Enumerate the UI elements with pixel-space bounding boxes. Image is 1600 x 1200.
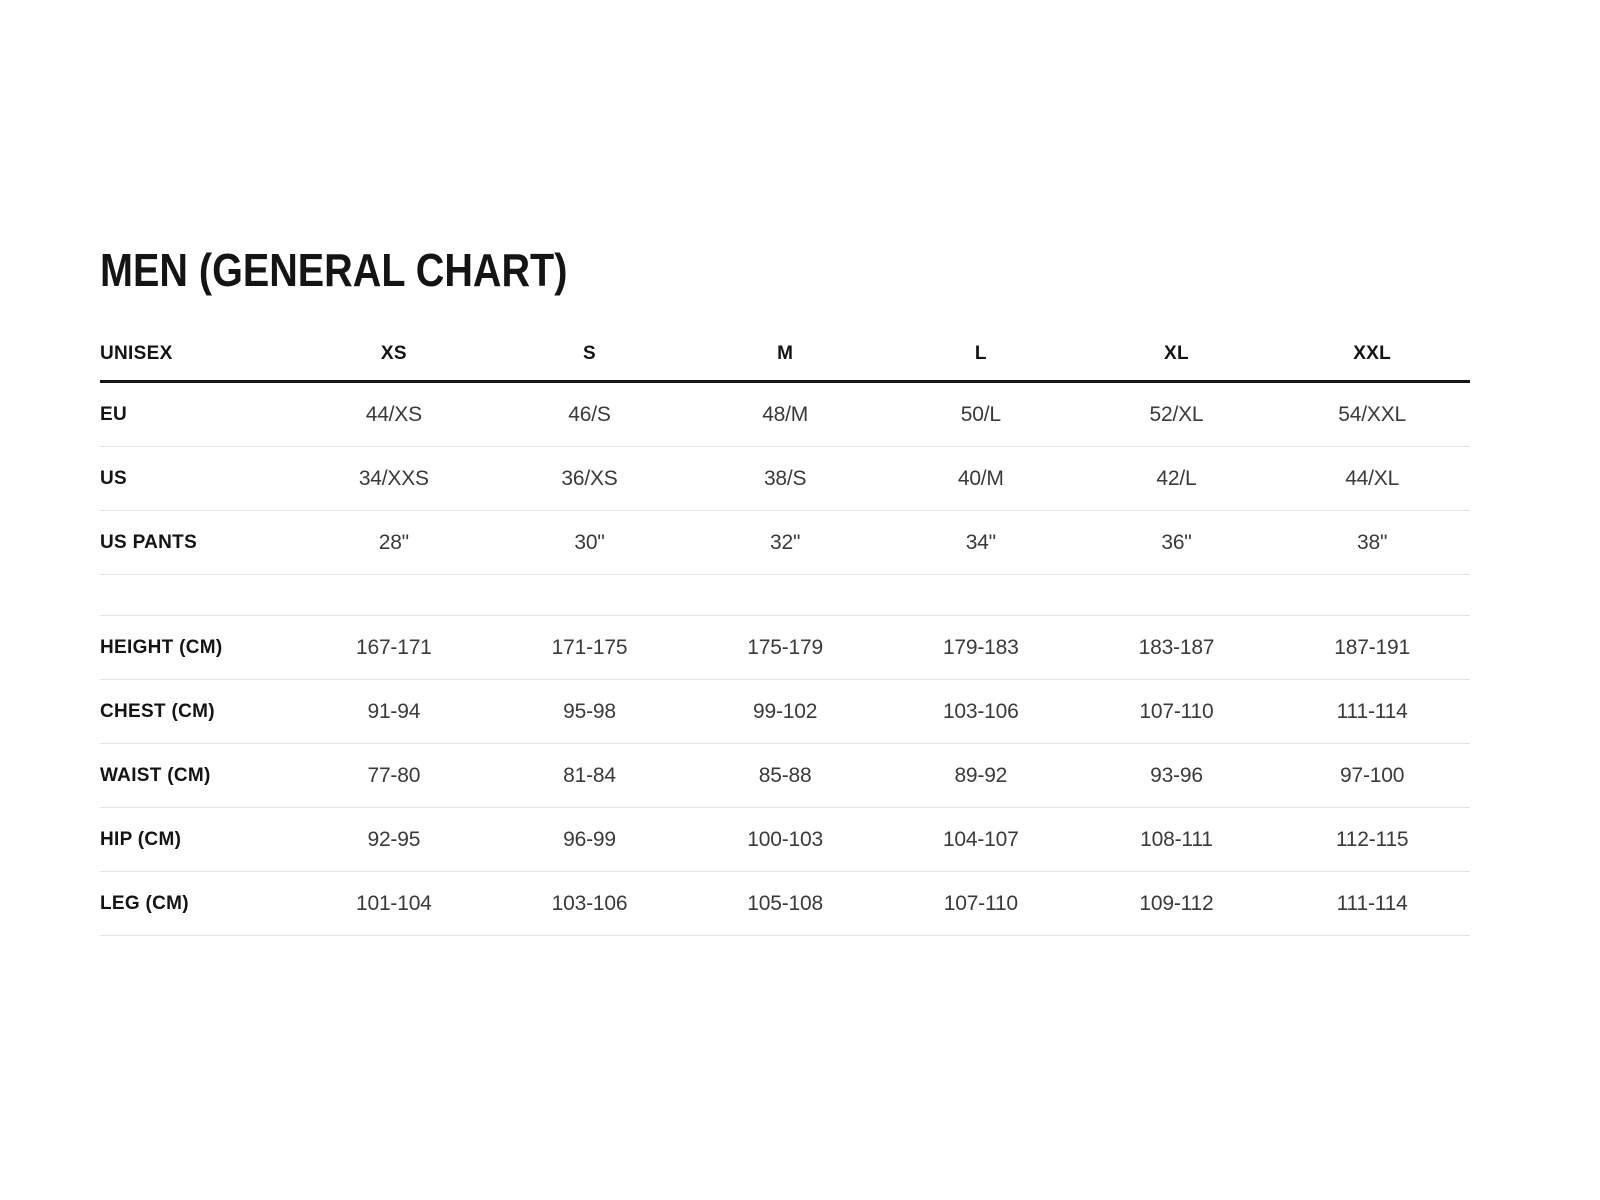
row-label: WAIST (CM) [100, 764, 211, 786]
table-cell: 103-106 [551, 891, 628, 915]
table-cell: 40/M [957, 466, 1004, 490]
table-cell: 34/XXS [358, 466, 429, 490]
column-header-m: M [687, 328, 883, 383]
row-label: US [100, 467, 127, 489]
table-cell: 32" [770, 530, 801, 554]
table-cell: 109-112 [1139, 891, 1214, 915]
table-cell: 91-94 [367, 699, 421, 723]
table-cell: 100-103 [747, 827, 823, 851]
table-cell: 101-104 [355, 891, 432, 915]
table-cell: 103-106 [942, 699, 1019, 723]
table-row-us-pants: US PANTS 28" 30" 32" 34" 36" 38" [100, 511, 1470, 575]
table-cell: 167-171 [355, 635, 432, 659]
table-cell: 105-108 [747, 891, 823, 915]
table-cell: 44/XS [365, 402, 422, 426]
table-cell: 183-187 [1138, 635, 1215, 659]
row-label: CHEST (CM) [100, 700, 215, 722]
table-cell: 111-114 [1336, 891, 1408, 915]
table-cell: 99-102 [753, 699, 818, 723]
row-label: EU [100, 403, 127, 425]
column-header-xs: XS [296, 328, 492, 383]
page-title: MEN (GENERAL CHART) [100, 244, 568, 296]
table-cell: 77-80 [367, 763, 421, 787]
row-label: US PANTS [100, 531, 198, 553]
table-cell: 38/S [763, 466, 807, 490]
table-cell: 30" [574, 530, 605, 554]
table-row-us: US 34/XXS 36/XS 38/S 40/M 42/L 44/XL [100, 447, 1470, 511]
table-cell: 89-92 [954, 763, 1008, 787]
column-header-xl: XL [1078, 328, 1275, 383]
table-cell: 93-96 [1150, 763, 1203, 787]
table-cell: 108-111 [1140, 827, 1213, 851]
table-cell: 81-84 [563, 763, 616, 787]
table-header-row: UNISEX XS S M L XL XXL [100, 328, 1470, 383]
table-cell: 175-179 [747, 635, 823, 659]
spacer-cell [100, 575, 1470, 616]
table-cell: 38" [1357, 530, 1388, 554]
table-spacer-row [100, 575, 1470, 616]
table-cell: 112-115 [1335, 827, 1409, 851]
table-cell: 50/L [960, 402, 1001, 426]
table-cell: 48/M [762, 402, 809, 426]
table-cell: 95-98 [563, 699, 616, 723]
row-label: HIP (CM) [100, 828, 182, 850]
table-cell: 42/L [1156, 466, 1197, 490]
table-row-eu: EU 44/XS 46/S 48/M 50/L 52/XL 54/XXL [100, 382, 1470, 447]
table-cell: 179-183 [942, 635, 1019, 659]
table-cell: 85-88 [758, 763, 812, 787]
table-cell: 92-95 [367, 827, 421, 851]
table-cell: 171-175 [551, 635, 628, 659]
table-cell: 36/XS [561, 466, 618, 490]
table-cell: 187-191 [1334, 635, 1410, 659]
table-cell: 111-114 [1336, 699, 1408, 723]
table-cell: 104-107 [942, 827, 1019, 851]
table-cell: 34" [965, 530, 996, 554]
table-row-hip: HIP (CM) 92-95 96-99 100-103 104-107 108… [100, 808, 1470, 872]
table-row-leg: LEG (CM) 101-104 103-106 105-108 107-110… [100, 872, 1470, 936]
table-cell: 46/S [568, 402, 611, 426]
table-cell: 28" [378, 530, 409, 554]
column-header-unisex: UNISEX [100, 328, 296, 383]
table-cell: 107-110 [1139, 699, 1214, 723]
table-cell: 107-110 [943, 891, 1018, 915]
table-cell: 36" [1161, 530, 1192, 554]
table-row-chest: CHEST (CM) 91-94 95-98 99-102 103-106 10… [100, 680, 1470, 744]
column-header-s: S [491, 328, 688, 383]
table-row-height: HEIGHT (CM) 167-171 171-175 175-179 179-… [100, 616, 1470, 680]
column-header-xxl: XXL [1274, 328, 1470, 383]
table-cell: 97-100 [1340, 763, 1405, 787]
table-cell: 96-99 [563, 827, 616, 851]
table-cell: 54/XXL [1338, 402, 1406, 426]
table-row-waist: WAIST (CM) 77-80 81-84 85-88 89-92 93-96… [100, 744, 1470, 808]
row-label: HEIGHT (CM) [100, 636, 223, 658]
column-header-l: L [882, 328, 1079, 383]
table-cell: 44/XL [1345, 466, 1400, 490]
size-chart-table: UNISEX XS S M L XL XXL EU 44/XS 46/S 48/… [100, 328, 1470, 936]
table-cell: 52/XL [1149, 402, 1204, 426]
row-label: LEG (CM) [100, 892, 189, 914]
